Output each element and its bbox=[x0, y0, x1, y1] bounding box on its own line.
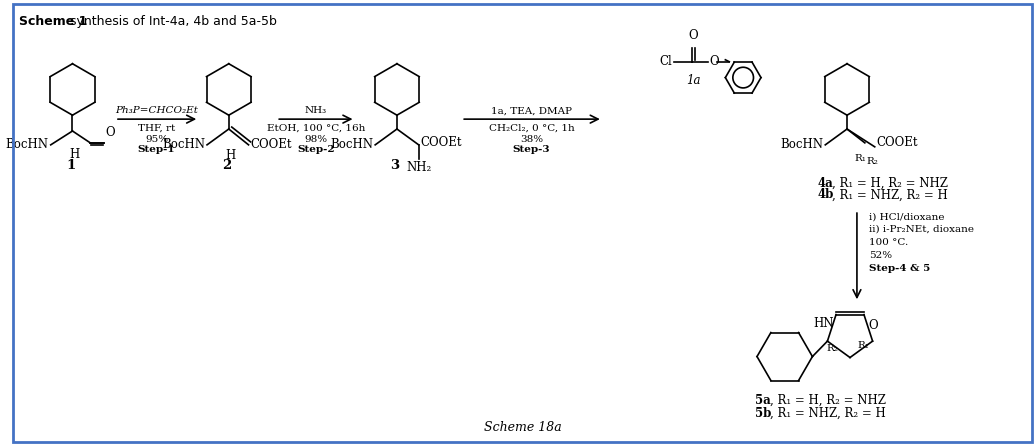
Text: O: O bbox=[105, 126, 115, 139]
Text: 3: 3 bbox=[391, 159, 399, 172]
Text: CH₂Cl₂, 0 °C, 1h: CH₂Cl₂, 0 °C, 1h bbox=[489, 124, 574, 133]
Text: BocHN: BocHN bbox=[330, 138, 373, 151]
Text: 1: 1 bbox=[66, 159, 75, 172]
Text: O: O bbox=[709, 55, 720, 68]
Text: 2: 2 bbox=[222, 159, 232, 172]
Text: R₁: R₁ bbox=[855, 154, 866, 163]
Text: COOEt: COOEt bbox=[421, 136, 462, 149]
Text: HN: HN bbox=[814, 317, 834, 330]
Text: 95%: 95% bbox=[145, 135, 169, 144]
Text: , R₁ = H, R₂ = NHZ: , R₁ = H, R₂ = NHZ bbox=[832, 177, 948, 190]
Text: COOEt: COOEt bbox=[250, 138, 292, 151]
Text: O: O bbox=[688, 29, 698, 42]
Text: BocHN: BocHN bbox=[162, 138, 205, 151]
Text: 38%: 38% bbox=[520, 135, 543, 144]
Text: , R₁ = H, R₂ = NHZ: , R₁ = H, R₂ = NHZ bbox=[770, 394, 886, 407]
Text: EtOH, 100 °C, 16h: EtOH, 100 °C, 16h bbox=[267, 124, 365, 133]
Text: , R₁ = NHZ, R₂ = H: , R₁ = NHZ, R₂ = H bbox=[832, 188, 948, 202]
Text: Step-4 & 5: Step-4 & 5 bbox=[869, 264, 930, 273]
Text: H: H bbox=[69, 148, 80, 161]
Text: 98%: 98% bbox=[304, 135, 328, 144]
Text: Ph₃P=CHCO₂Et: Ph₃P=CHCO₂Et bbox=[115, 106, 197, 115]
Text: 100 °C.: 100 °C. bbox=[869, 238, 908, 247]
Text: COOEt: COOEt bbox=[877, 136, 918, 149]
Text: THF, rt: THF, rt bbox=[138, 124, 175, 133]
Text: 52%: 52% bbox=[869, 251, 892, 260]
Text: 1a: 1a bbox=[687, 74, 701, 87]
Text: Step-2: Step-2 bbox=[297, 145, 335, 154]
Text: Scheme 18a: Scheme 18a bbox=[484, 421, 561, 434]
Text: NH₃: NH₃ bbox=[305, 106, 327, 115]
Text: 5b: 5b bbox=[755, 407, 771, 420]
Text: Step-1: Step-1 bbox=[138, 145, 176, 154]
Text: R₂: R₂ bbox=[826, 343, 839, 353]
Text: O: O bbox=[868, 318, 878, 331]
Text: Scheme 1: Scheme 1 bbox=[19, 15, 88, 28]
Text: Step-3: Step-3 bbox=[513, 145, 550, 154]
Text: NH₂: NH₂ bbox=[406, 161, 431, 173]
Text: BocHN: BocHN bbox=[6, 138, 49, 151]
Text: 4a: 4a bbox=[817, 177, 833, 190]
Text: BocHN: BocHN bbox=[781, 138, 823, 151]
Text: ii) i-Pr₂NEt, dioxane: ii) i-Pr₂NEt, dioxane bbox=[869, 225, 974, 234]
Text: synthesis of Int-4a, 4b and 5a-5b: synthesis of Int-4a, 4b and 5a-5b bbox=[65, 15, 276, 28]
Text: R₁: R₁ bbox=[858, 341, 870, 350]
Text: i) HCl/dioxane: i) HCl/dioxane bbox=[869, 212, 944, 221]
Text: Cl: Cl bbox=[660, 55, 672, 68]
Text: R₂: R₂ bbox=[866, 157, 879, 166]
Text: , R₁ = NHZ, R₂ = H: , R₁ = NHZ, R₂ = H bbox=[770, 407, 886, 420]
Text: 1a, TEA, DMAP: 1a, TEA, DMAP bbox=[491, 106, 572, 115]
Text: H: H bbox=[225, 149, 236, 162]
Text: 5a: 5a bbox=[755, 394, 770, 407]
Text: 4b: 4b bbox=[817, 188, 833, 202]
